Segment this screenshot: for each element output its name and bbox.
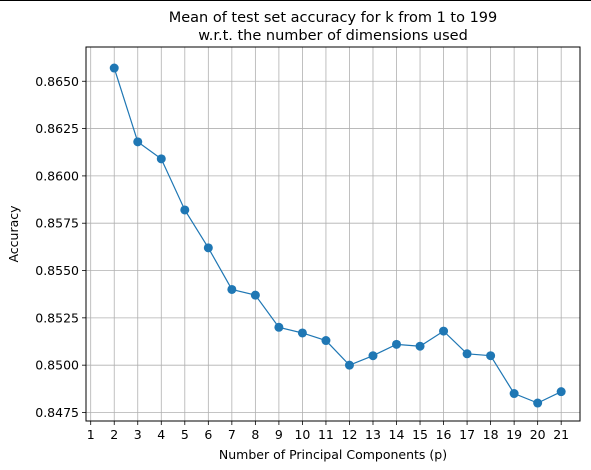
data-point (368, 351, 378, 361)
data-point (250, 290, 260, 300)
x-tick-label: 13 (365, 427, 381, 442)
x-tick-label: 19 (506, 427, 522, 442)
x-tick-label: 9 (275, 427, 283, 442)
x-tick-label: 4 (157, 427, 165, 442)
data-point (133, 137, 143, 147)
chart-title-line-1: Mean of test set accuracy for k from 1 t… (169, 10, 498, 26)
data-point (392, 339, 402, 349)
data-point (274, 322, 284, 332)
data-point (156, 154, 166, 164)
x-tick-label: 14 (389, 427, 405, 442)
y-tick-label: 0.8575 (35, 216, 79, 231)
x-tick-label: 20 (530, 427, 546, 442)
x-tick-label: 1 (87, 427, 95, 442)
data-point (533, 398, 543, 408)
y-axis-ticks: 0.8475 0.8500 0.8525 0.8550 0.8575 0.8600 0.86… (35, 74, 86, 420)
data-point (203, 243, 213, 253)
x-tick-label: 8 (251, 427, 259, 442)
x-tick-label: 18 (483, 427, 499, 442)
chart-title-line-2: w.r.t. the number of dimensions used (198, 28, 468, 44)
data-point (439, 326, 449, 336)
data-point (556, 387, 566, 397)
y-tick-label: 0.8600 (35, 168, 79, 183)
y-tick-label: 0.8475 (35, 405, 79, 420)
x-tick-label: 10 (294, 427, 310, 442)
x-tick-label: 2 (110, 427, 118, 442)
x-tick-label: 21 (553, 427, 569, 442)
data-point (344, 360, 354, 370)
data-point (321, 336, 331, 346)
data-point (297, 328, 307, 338)
x-tick-label: 7 (228, 427, 236, 442)
y-tick-label: 0.8625 (35, 121, 79, 136)
x-tick-label: 11 (318, 427, 334, 442)
y-tick-label: 0.8650 (35, 74, 79, 89)
plot-frame (85, 46, 581, 422)
data-point (180, 205, 190, 215)
x-tick-label: 3 (134, 427, 142, 442)
data-point (227, 284, 237, 294)
y-tick-label: 0.8500 (35, 358, 79, 373)
data-point (486, 351, 496, 361)
data-point (109, 63, 119, 73)
series-line (113, 67, 562, 404)
data-point (415, 341, 425, 351)
x-axis-label: Number of Principal Components (p) (219, 447, 447, 462)
x-axis-ticks: 1 2 3 4 5 6 7 8 9 10 11 12 13 14 15 16 17 18 19 20 21 (87, 421, 569, 442)
x-tick-label: 6 (204, 427, 212, 442)
grid-lines (86, 47, 580, 421)
y-axis-label: Accuracy (6, 205, 21, 263)
data-series (109, 63, 566, 408)
y-tick-label: 0.8550 (35, 263, 79, 278)
x-tick-label: 12 (342, 427, 358, 442)
x-tick-label: 5 (181, 427, 189, 442)
x-tick-label: 15 (412, 427, 428, 442)
y-tick-label: 0.8525 (35, 310, 79, 325)
x-tick-label: 16 (436, 427, 452, 442)
top-border-line (0, 0, 591, 1)
data-point (509, 389, 519, 399)
data-point (462, 349, 472, 359)
x-tick-label: 17 (459, 427, 475, 442)
